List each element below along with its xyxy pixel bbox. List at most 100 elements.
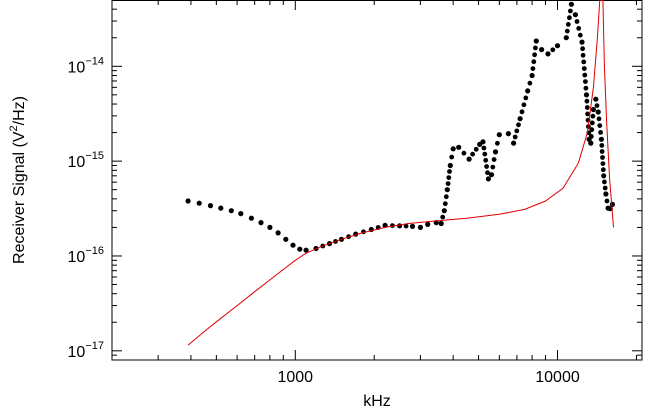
data-point [583,92,590,98]
data-point [248,215,254,221]
data-point [600,167,606,173]
data-point [283,236,289,242]
data-point [492,149,499,155]
data-point [491,157,497,162]
data-point [444,187,450,193]
data-point [514,128,520,134]
data-point [603,191,609,197]
data-point [593,96,599,102]
data-point [484,164,489,169]
plot-border [111,0,643,361]
data-point [582,72,588,78]
data-point [185,198,191,204]
data-point [442,201,448,207]
y-tick-label: 10−16 [68,245,104,266]
data-point [523,95,529,101]
data-point [403,223,409,229]
data-point [207,203,214,209]
data-point [267,224,273,230]
data-point [228,208,234,214]
data-point [495,140,500,146]
data-point [554,43,561,49]
data-point [590,106,597,113]
data-point [438,220,444,227]
data-point [445,181,451,187]
x-tick-label: 10000 [535,369,580,386]
data-point [532,52,537,58]
data-point [584,105,590,110]
data-point [510,140,517,146]
data-point [397,223,403,229]
data-point [447,169,452,174]
data-point [485,176,491,182]
data-point [521,102,527,108]
data-point [577,32,583,38]
data-point [583,85,589,91]
data-point [516,122,521,128]
data-point [596,116,602,122]
data-point [585,111,590,117]
data-point [601,173,607,179]
data-point [303,247,309,253]
data-point [539,47,545,53]
data-point [584,98,590,104]
data-point [568,8,573,14]
data-point [545,51,551,57]
data-point [470,151,475,157]
data-point [580,46,585,52]
data-point [600,161,606,167]
data-point [517,116,523,122]
data-point [598,136,605,142]
axis-ticks [111,0,642,361]
x-axis-title: kHz [363,393,391,410]
data-point [583,79,588,84]
data-point [480,139,486,145]
data-point [297,246,303,252]
data-point [519,109,525,115]
data-point [599,143,605,148]
data-point [496,132,502,138]
data-point [505,131,511,137]
data-point [531,59,537,65]
data-point [572,12,579,18]
data-point [449,154,455,160]
data-point [588,140,594,146]
series-line [187,0,614,346]
y-tick-label: 10−14 [68,55,104,76]
data-point [530,66,536,71]
data-point [565,22,571,27]
data-point [443,194,449,200]
data-point [594,103,600,108]
data-point [490,164,496,170]
data-point [483,157,489,163]
data-point [238,211,244,217]
data-point [595,109,601,115]
data-point [409,223,416,229]
data-point [597,123,603,128]
axis-tick-labels: 1000 10000 10−14 10−15 10−16 10−17 [68,55,580,386]
data-point [574,19,580,24]
data-point [485,170,490,176]
data-point [533,45,538,51]
series [185,0,616,346]
x-tick-label: 1000 [277,369,313,386]
data-point [563,35,569,41]
data-point [567,15,572,21]
data-point [590,113,596,119]
plot-frame [111,0,643,361]
data-point [258,220,264,226]
data-point [473,146,479,152]
data-point [580,52,586,58]
data-point [275,230,281,236]
y-tick-label: 10−15 [68,150,104,171]
y-tick-label: 10−17 [68,340,104,361]
data-point [466,156,472,162]
data-point [533,38,539,44]
data-point [609,201,616,207]
data-point [450,146,456,152]
y-axis-title: Receiver Signal (V2/Hz) [8,96,28,264]
data-point [440,214,446,220]
data-point [441,208,447,214]
data-point [488,172,495,178]
